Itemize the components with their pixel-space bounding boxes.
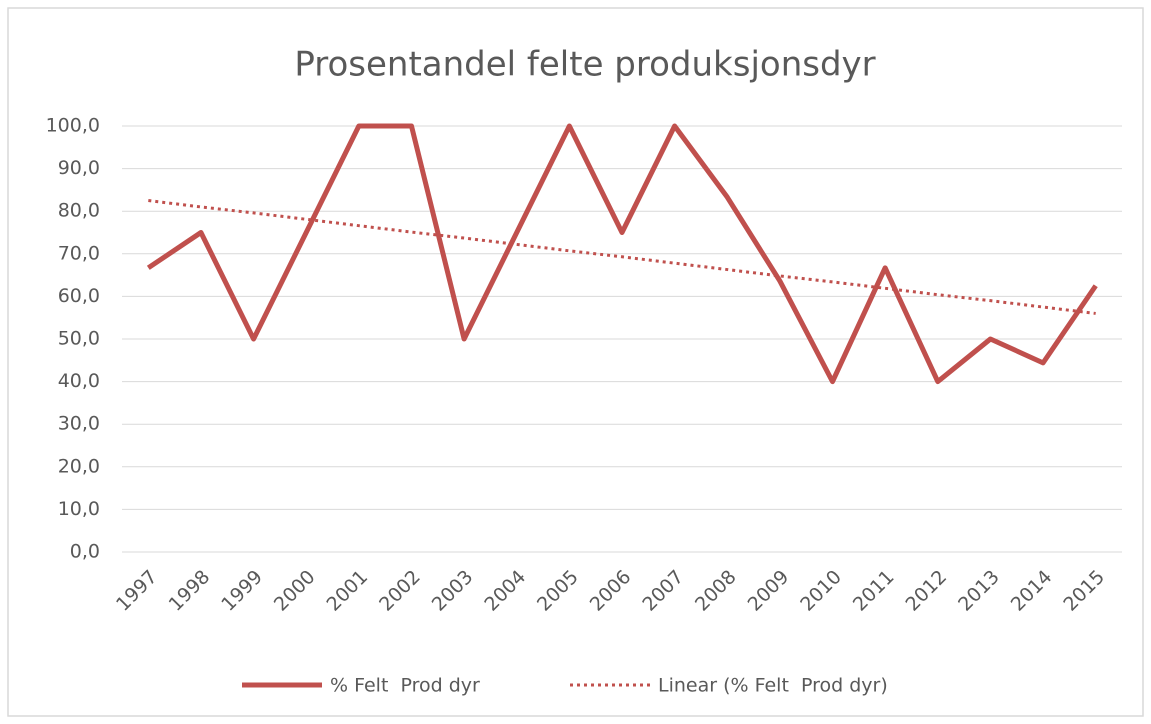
y-tick-label: 60,0 [58, 285, 100, 307]
legend-label: Linear (% Felt Prod dyr) [658, 675, 888, 697]
y-tick-label: 50,0 [58, 328, 100, 350]
y-tick-label: 70,0 [58, 242, 100, 264]
y-tick-label: 40,0 [58, 370, 100, 392]
y-tick-label: 80,0 [58, 200, 100, 222]
chart-title: Prosentandel felte produksjonsdyr [294, 45, 875, 85]
y-tick-label: 90,0 [58, 157, 100, 179]
y-tick-label: 10,0 [58, 498, 100, 520]
y-tick-label: 20,0 [58, 455, 100, 477]
series-line [146, 123, 1098, 385]
y-tick-label: 100,0 [46, 115, 100, 137]
legend-label: % Felt Prod dyr [330, 675, 480, 697]
series-line [148, 199, 1096, 315]
y-tick-label: 0,0 [70, 541, 100, 563]
y-tick-label: 30,0 [58, 413, 100, 435]
